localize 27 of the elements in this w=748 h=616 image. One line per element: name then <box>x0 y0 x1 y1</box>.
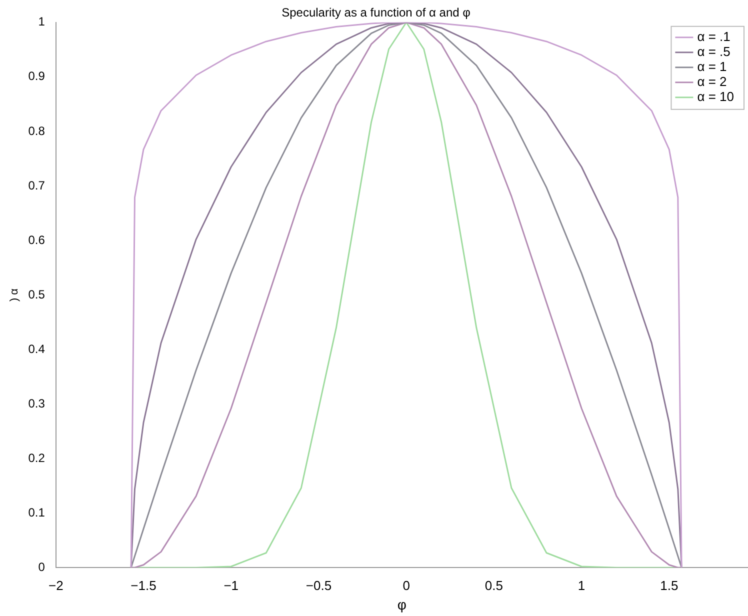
y-tick-label: 0.1 <box>28 505 46 520</box>
y-tick-label: 0.8 <box>28 124 46 138</box>
x-tick-label: 1.5 <box>660 578 678 593</box>
y-tick-label: 0.5 <box>28 287 46 302</box>
legend-label: α = 2 <box>697 74 727 89</box>
legend-label: α = .5 <box>697 44 730 59</box>
chart-title: Specularity as a function of α and φ <box>282 6 471 20</box>
y-tick-label: 0.3 <box>28 396 46 410</box>
y-axis-title: ) α <box>8 288 21 302</box>
y-tick-label: 0.7 <box>28 178 46 192</box>
y-tick-label: 0.6 <box>28 232 46 247</box>
x-tick-label: −1 <box>224 578 239 593</box>
legend-label: α = 1 <box>697 58 727 74</box>
x-tick-label: −0.5 <box>306 578 332 593</box>
legend-label: α = .1 <box>697 28 730 44</box>
x-axis-title: φ <box>397 596 406 612</box>
y-tick-label: 0 <box>38 560 46 574</box>
x-tick-label: 0.5 <box>484 578 503 593</box>
x-tick-label: −2 <box>48 578 64 593</box>
y-tick-label: 0.9 <box>28 69 46 84</box>
legend-label: α = 10 <box>697 88 734 104</box>
x-tick-label: 1 <box>578 578 586 593</box>
y-tick-label: 1 <box>38 14 46 29</box>
y-tick-label: 0.2 <box>28 450 46 465</box>
y-tick-label: 0.4 <box>28 342 46 356</box>
x-tick-label: −1.5 <box>130 578 156 593</box>
x-tick-label: 0 <box>402 578 410 593</box>
